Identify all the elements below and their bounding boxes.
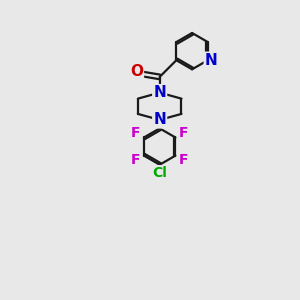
Text: N: N — [205, 53, 217, 68]
Text: F: F — [179, 126, 188, 140]
Text: N: N — [153, 85, 166, 100]
Text: F: F — [179, 153, 188, 167]
Text: N: N — [153, 112, 166, 128]
Text: O: O — [130, 64, 143, 79]
Text: F: F — [131, 153, 141, 167]
Text: F: F — [131, 126, 141, 140]
Text: Cl: Cl — [152, 166, 167, 180]
